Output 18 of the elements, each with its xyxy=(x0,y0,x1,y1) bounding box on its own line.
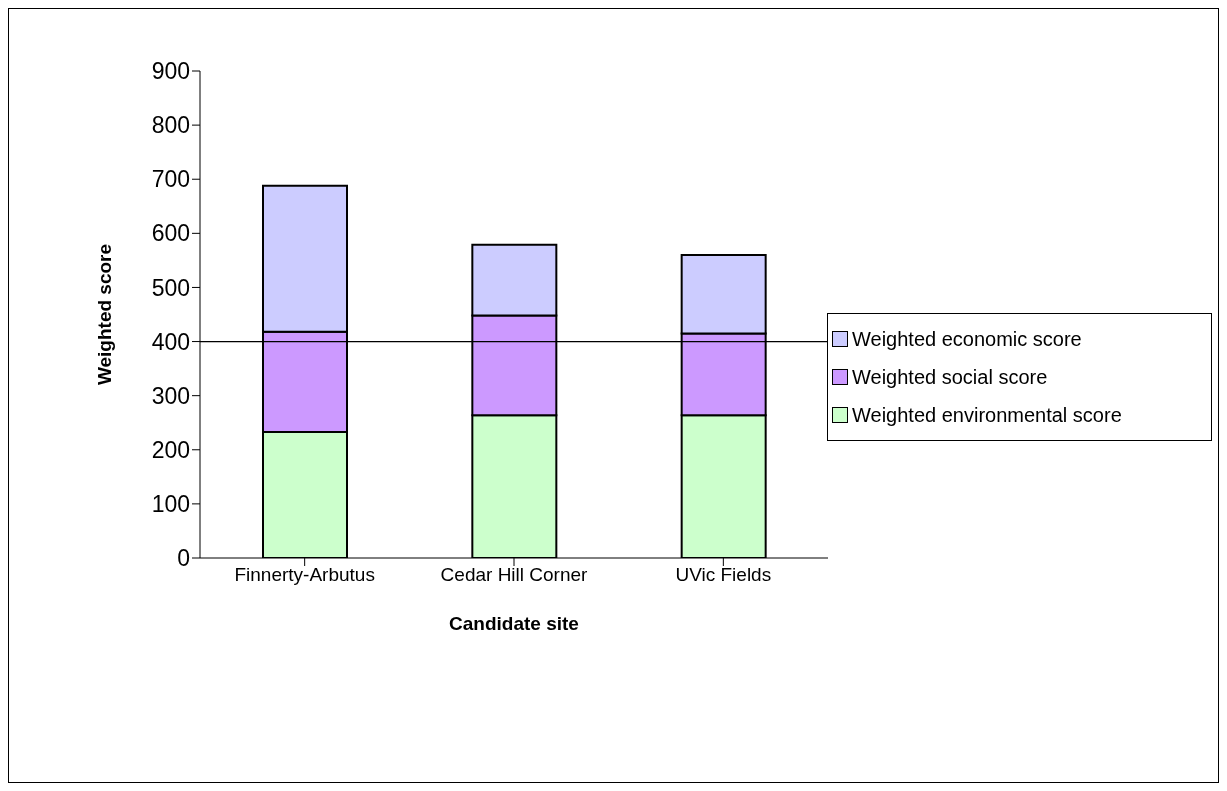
y-tick-label: 400 xyxy=(151,328,190,355)
y-tick-label: 200 xyxy=(151,436,190,463)
y-axis-title: Weighted score xyxy=(93,243,115,386)
legend-label: Weighted environmental score xyxy=(852,403,1122,427)
y-tick-label: 300 xyxy=(151,382,190,409)
y-tick-label: 800 xyxy=(151,112,190,139)
y-tick-label: 600 xyxy=(151,220,190,247)
y-tick-label: 500 xyxy=(151,274,190,301)
x-tick-label: Cedar Hill Corner xyxy=(440,564,589,586)
legend-label: Weighted social score xyxy=(852,365,1048,389)
y-tick-label: 700 xyxy=(151,166,190,193)
x-tick-label: Finnerty-Arbutus xyxy=(234,564,375,586)
x-axis-title: Candidate site xyxy=(449,613,579,634)
y-tick-label: 100 xyxy=(151,491,190,518)
y-tick-label: 900 xyxy=(151,58,190,85)
x-tick-label: UVic Fields xyxy=(675,564,772,586)
legend-label: Weighted economic score xyxy=(852,327,1082,351)
y-tick-label: 0 xyxy=(177,545,190,572)
